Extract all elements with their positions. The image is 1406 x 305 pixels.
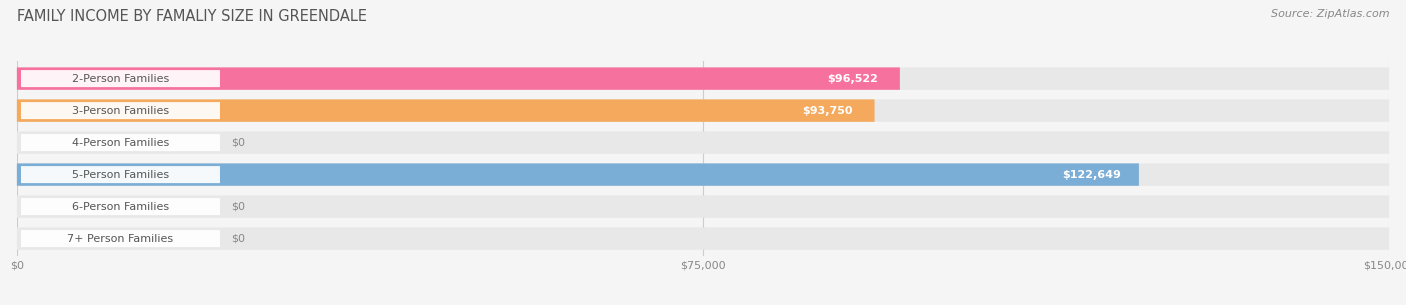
Text: $0: $0 — [231, 138, 245, 148]
FancyBboxPatch shape — [17, 67, 1389, 90]
Text: 6-Person Families: 6-Person Families — [72, 202, 169, 212]
FancyBboxPatch shape — [783, 103, 872, 118]
FancyBboxPatch shape — [21, 166, 219, 183]
FancyBboxPatch shape — [17, 99, 1389, 122]
Text: $122,649: $122,649 — [1062, 170, 1121, 180]
Text: 2-Person Families: 2-Person Families — [72, 74, 169, 84]
Text: $93,750: $93,750 — [801, 106, 852, 116]
FancyBboxPatch shape — [808, 71, 897, 86]
FancyBboxPatch shape — [21, 102, 219, 119]
Text: 5-Person Families: 5-Person Families — [72, 170, 169, 180]
Text: 4-Person Families: 4-Person Families — [72, 138, 169, 148]
FancyBboxPatch shape — [17, 131, 1389, 154]
Text: FAMILY INCOME BY FAMALIY SIZE IN GREENDALE: FAMILY INCOME BY FAMALIY SIZE IN GREENDA… — [17, 9, 367, 24]
FancyBboxPatch shape — [17, 196, 1389, 218]
Text: Source: ZipAtlas.com: Source: ZipAtlas.com — [1271, 9, 1389, 19]
FancyBboxPatch shape — [17, 99, 875, 122]
Text: 3-Person Families: 3-Person Families — [72, 106, 169, 116]
FancyBboxPatch shape — [17, 163, 1139, 186]
Text: 7+ Person Families: 7+ Person Families — [67, 234, 173, 244]
FancyBboxPatch shape — [21, 134, 219, 151]
Text: $0: $0 — [231, 234, 245, 244]
FancyBboxPatch shape — [17, 163, 1389, 186]
Text: $0: $0 — [231, 202, 245, 212]
FancyBboxPatch shape — [21, 230, 219, 247]
FancyBboxPatch shape — [17, 228, 1389, 250]
FancyBboxPatch shape — [21, 198, 219, 215]
Text: $96,522: $96,522 — [827, 74, 877, 84]
FancyBboxPatch shape — [1047, 167, 1136, 182]
FancyBboxPatch shape — [17, 67, 900, 90]
FancyBboxPatch shape — [21, 70, 219, 87]
